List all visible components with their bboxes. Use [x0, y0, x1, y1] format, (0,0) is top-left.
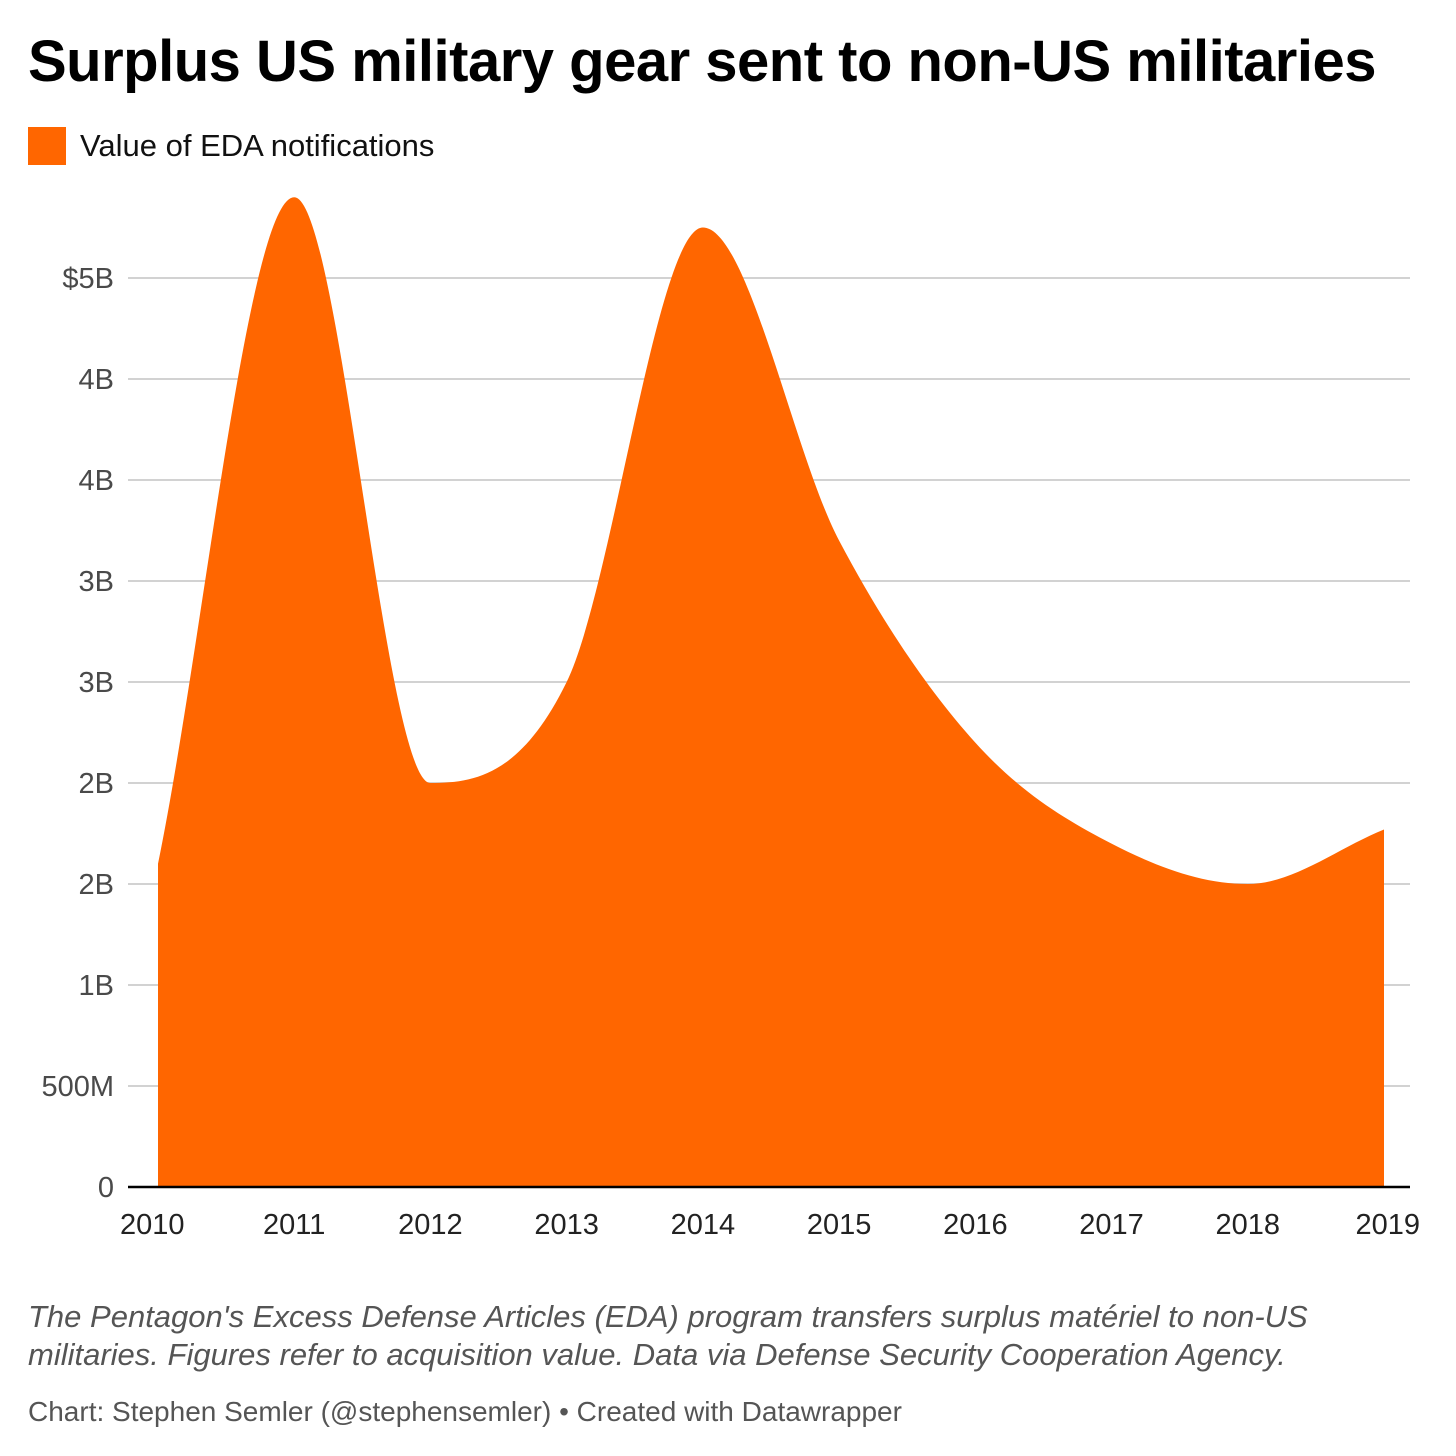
x-tick-label: 2015 — [807, 1209, 872, 1241]
y-tick-label: 3B — [79, 566, 114, 598]
y-axis-ticks: 0 500M 1B 2B 2B 3B 3B 4B 4B $5B — [41, 263, 114, 1204]
x-tick-label: 2014 — [671, 1209, 736, 1241]
area-layer — [128, 197, 1410, 1189]
x-tick-label: 2013 — [534, 1209, 599, 1241]
chart-notes: The Pentagon's Excess Defense Articles (… — [28, 1299, 1308, 1372]
chart-source: Chart: Stephen Semler (@stephensemler) •… — [28, 1396, 902, 1427]
y-tick-label: 1B — [79, 970, 114, 1002]
x-tick-label: 2010 — [120, 1209, 185, 1241]
legend-label: Value of EDA notifications — [80, 128, 435, 163]
area-series — [158, 197, 1384, 1187]
y-tick-label: 4B — [79, 465, 114, 497]
x-tick-label: 2012 — [398, 1209, 463, 1241]
legend: Value of EDA notifications — [28, 126, 434, 166]
x-tick-label: 2018 — [1216, 1209, 1281, 1241]
y-tick-label: 2B — [79, 869, 114, 901]
x-axis-ticks: 2010 2011 2012 2013 2014 2015 2016 2017 2018 2019 — [120, 1209, 1420, 1241]
y-tick-label: 3B — [79, 667, 114, 699]
x-tick-label: 2011 — [263, 1209, 325, 1241]
x-tick-label: 2019 — [1355, 1209, 1420, 1241]
y-tick-label: 4B — [79, 364, 114, 396]
chart-title: Surplus US military gear sent to non-US … — [28, 29, 1376, 94]
y-tick-label: 500M — [41, 1071, 114, 1103]
y-tick-label: 2B — [79, 768, 114, 800]
y-tick-label: $5B — [62, 263, 114, 295]
x-tick-label: 2017 — [1079, 1209, 1144, 1241]
legend-swatch — [28, 127, 66, 165]
x-tick-label: 2016 — [943, 1209, 1008, 1241]
y-tick-label: 0 — [98, 1172, 114, 1204]
